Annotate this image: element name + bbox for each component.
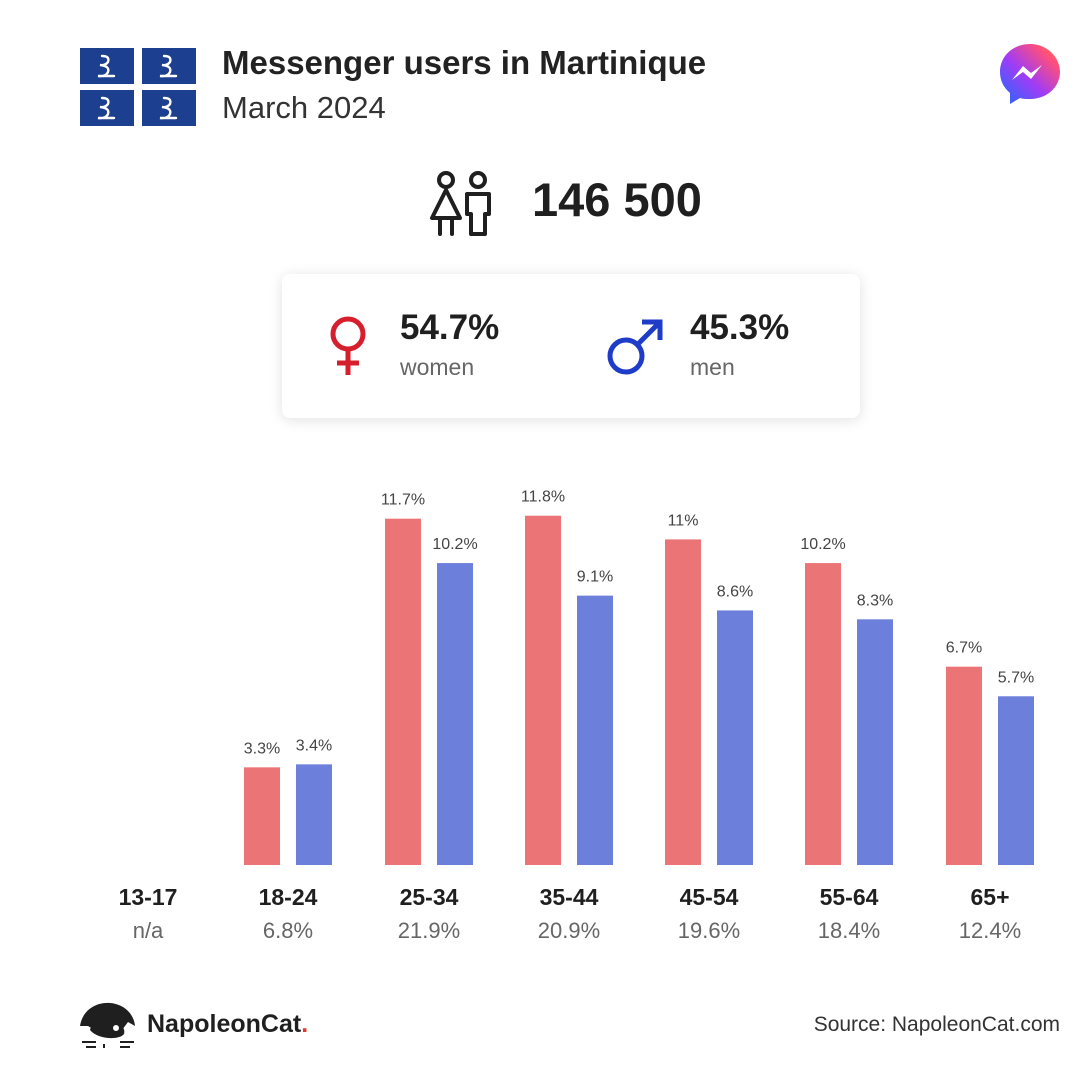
age-group-share: 19.6%: [677, 918, 741, 943]
data-label-men-65+: 5.7%: [998, 669, 1034, 686]
men-percentage: 45.3%: [690, 308, 790, 347]
age-group-label: 55-64: [819, 884, 879, 910]
bar-men-55-64: [857, 619, 893, 865]
source-note: Source: NapoleonCat.com: [813, 1013, 1060, 1036]
women-percentage: 54.7%: [400, 308, 500, 347]
bar-men-45-54: [717, 610, 753, 865]
age-gender-bar-chart: 3.3% 3.4% 11.7% 10.2% 11.8% 9.1% 11% 8.6% 10.2% 8…: [244, 489, 1034, 865]
female-symbol-icon: [330, 316, 366, 375]
age-group-share: 12.4%: [958, 918, 1022, 943]
martinique-flag-icon: [80, 48, 196, 126]
brand-name: NapoleonCat.: [147, 1010, 308, 1039]
data-label-women-55-64: 10.2%: [800, 536, 845, 553]
total-users-value: 146 500: [532, 173, 702, 226]
bar-women-65+: [946, 666, 982, 865]
bar-men-35-44: [577, 595, 613, 865]
male-symbol-icon: [607, 319, 663, 375]
age-group-share: 18.4%: [817, 918, 881, 943]
page-title: Messenger users in Martinique: [222, 44, 707, 81]
people-icon: [430, 171, 491, 236]
women-label: women: [400, 354, 475, 380]
bar-women-18-24: [244, 767, 280, 865]
data-label-men-35-44: 9.1%: [577, 569, 613, 586]
data-label-men-25-34: 10.2%: [432, 536, 477, 553]
data-label-men-18-24: 3.4%: [296, 737, 332, 754]
age-group-share: 20.9%: [537, 918, 601, 943]
age-group-label: 25-34: [399, 884, 459, 910]
bar-women-55-64: [805, 563, 841, 865]
brand-name-text: NapoleonCat: [147, 1010, 302, 1038]
age-group-share: 6.8%: [262, 918, 314, 943]
bar-men-25-34: [437, 563, 473, 865]
bar-women-35-44: [525, 515, 561, 865]
brand-dot: .: [301, 1010, 309, 1038]
data-label-women-18-24: 3.3%: [244, 740, 280, 757]
page-subtitle: March 2024: [222, 90, 386, 125]
napoleoncat-logo-icon: [80, 1002, 135, 1048]
bar-men-65+: [998, 696, 1034, 865]
messenger-logo-icon: [1000, 44, 1060, 104]
data-label-women-35-44: 11.8%: [521, 489, 565, 506]
bar-women-25-34: [385, 518, 421, 865]
age-group-label: 18-24: [258, 884, 318, 910]
data-label-men-45-54: 8.6%: [717, 583, 753, 600]
age-group-label: 35-44: [539, 884, 599, 910]
age-group-share: n/a: [132, 918, 164, 943]
bar-women-45-54: [665, 539, 701, 865]
data-label-women-65+: 6.7%: [946, 640, 982, 657]
age-group-label: 13-17: [118, 884, 178, 910]
bar-men-18-24: [296, 764, 332, 865]
data-label-women-25-34: 11.7%: [381, 492, 425, 509]
data-label-women-45-54: 11%: [668, 512, 699, 529]
age-group-label: 65+: [970, 884, 1010, 910]
age-group-label: 45-54: [679, 884, 739, 910]
men-label: men: [690, 354, 735, 380]
age-group-share: 21.9%: [397, 918, 461, 943]
data-label-men-55-64: 8.3%: [857, 592, 893, 609]
gender-split-card: 54.7% women 45.3% men: [282, 274, 860, 418]
